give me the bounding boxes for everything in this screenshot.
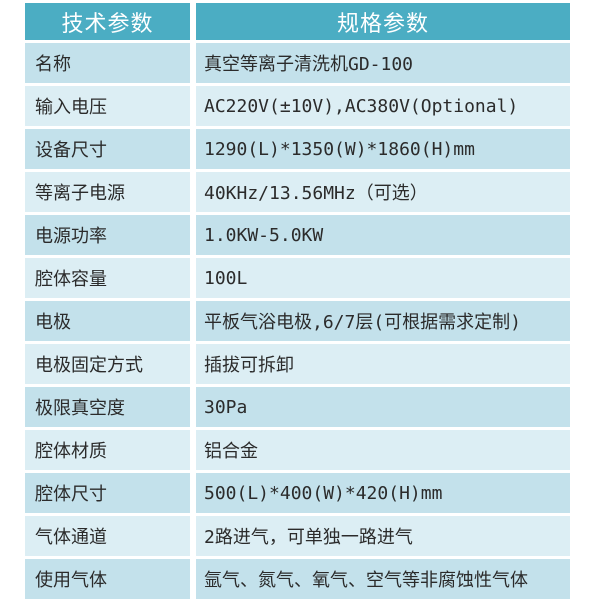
- row-label: 输入电压: [25, 86, 190, 126]
- row-value: 氩气、氮气、氧气、空气等非腐蚀性气体: [196, 559, 570, 599]
- row-label: 极限真空度: [25, 387, 190, 427]
- row-value: 铝合金: [196, 430, 570, 470]
- header-cell-tech-params: 技术参数: [25, 3, 190, 40]
- row-ultimate-vacuum: 极限真空度 30Pa: [25, 387, 570, 427]
- row-electrode-mounting: 电极固定方式 插拔可拆卸: [25, 344, 570, 384]
- row-label: 腔体材质: [25, 430, 190, 470]
- row-plasma-power-source: 等离子电源 40KHz/13.56MHz（可选）: [25, 172, 570, 212]
- row-value: 真空等离子清洗机GD-100: [196, 43, 570, 83]
- row-equipment-size: 设备尺寸 1290(L)*1350(W)*1860(H)mm: [25, 129, 570, 169]
- row-input-voltage: 输入电压 AC220V(±10V),AC380V(Optional): [25, 86, 570, 126]
- row-value: AC220V(±10V),AC380V(Optional): [196, 86, 570, 126]
- row-value: 40KHz/13.56MHz（可选）: [196, 172, 570, 212]
- spec-table: 技术参数 规格参数 名称 真空等离子清洗机GD-100 输入电压 AC220V(…: [25, 3, 570, 602]
- row-label: 气体通道: [25, 516, 190, 556]
- row-label: 等离子电源: [25, 172, 190, 212]
- row-label: 腔体尺寸: [25, 473, 190, 513]
- row-value: 30Pa: [196, 387, 570, 427]
- row-label: 电极固定方式: [25, 344, 190, 384]
- row-value: 2路进气，可单独一路进气: [196, 516, 570, 556]
- row-label: 电源功率: [25, 215, 190, 255]
- table-header-row: 技术参数 规格参数: [25, 3, 570, 40]
- row-value: 1290(L)*1350(W)*1860(H)mm: [196, 129, 570, 169]
- row-label: 电极: [25, 301, 190, 341]
- row-value: 500(L)*400(W)*420(H)mm: [196, 473, 570, 513]
- row-name: 名称 真空等离子清洗机GD-100: [25, 43, 570, 83]
- row-chamber-material: 腔体材质 铝合金: [25, 430, 570, 470]
- row-value: 100L: [196, 258, 570, 298]
- row-gas-channels: 气体通道 2路进气，可单独一路进气: [25, 516, 570, 556]
- row-power: 电源功率 1.0KW-5.0KW: [25, 215, 570, 255]
- row-chamber-capacity: 腔体容量 100L: [25, 258, 570, 298]
- row-value: 插拔可拆卸: [196, 344, 570, 384]
- row-gas-types: 使用气体 氩气、氮气、氧气、空气等非腐蚀性气体: [25, 559, 570, 599]
- row-label: 腔体容量: [25, 258, 190, 298]
- row-label: 使用气体: [25, 559, 190, 599]
- row-chamber-size: 腔体尺寸 500(L)*400(W)*420(H)mm: [25, 473, 570, 513]
- row-label: 名称: [25, 43, 190, 83]
- row-value: 1.0KW-5.0KW: [196, 215, 570, 255]
- row-label: 设备尺寸: [25, 129, 190, 169]
- header-cell-spec-params: 规格参数: [196, 3, 570, 40]
- row-electrode: 电极 平板气浴电极,6/7层(可根据需求定制): [25, 301, 570, 341]
- row-value: 平板气浴电极,6/7层(可根据需求定制): [196, 301, 570, 341]
